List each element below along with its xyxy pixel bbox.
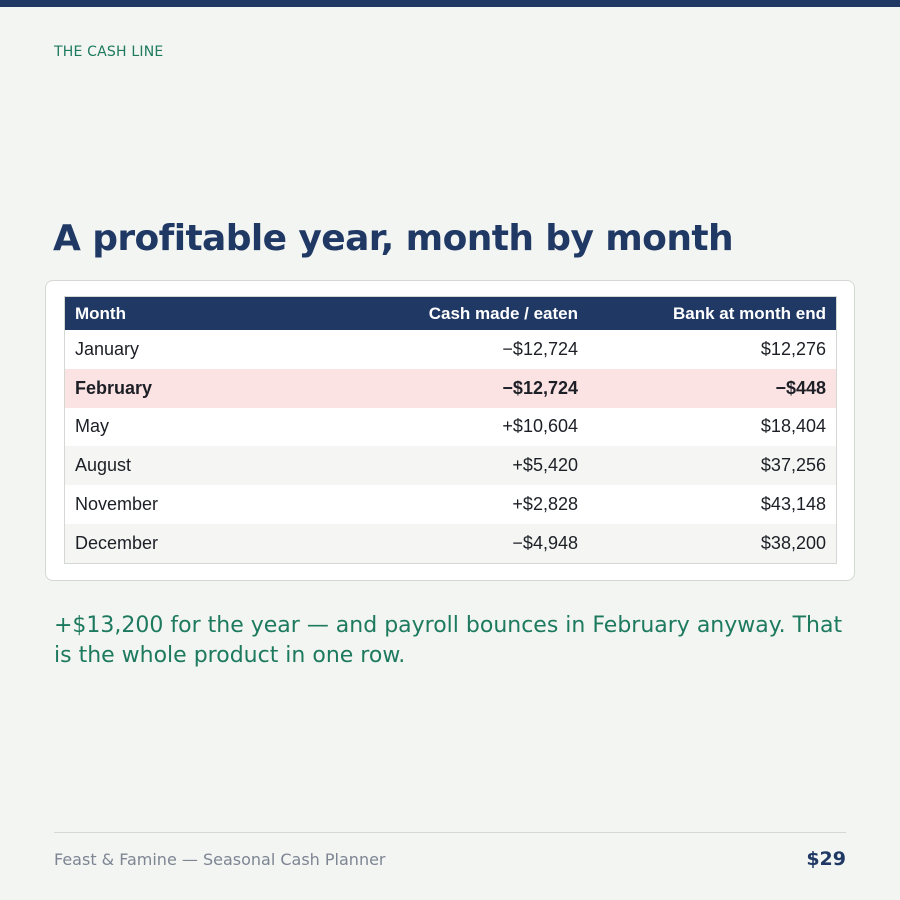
- cell-bank: $12,276: [588, 330, 837, 369]
- cell-cash: +$10,604: [315, 407, 588, 447]
- page-title: A profitable year, month by month: [53, 218, 734, 259]
- cell-cash: +$2,828: [315, 485, 588, 524]
- table-row: December −$4,948 $38,200: [64, 523, 837, 564]
- cell-month: February: [64, 368, 315, 408]
- cell-bank: $43,148: [588, 485, 837, 524]
- section-kicker: THE CASH LINE: [54, 44, 164, 60]
- cash-table: Month Cash made / eaten Bank at month en…: [64, 296, 837, 564]
- cell-month: January: [64, 330, 315, 369]
- footer-price: $29: [806, 848, 846, 870]
- cell-cash: +$5,420: [315, 446, 588, 486]
- cell-month: August: [64, 446, 315, 486]
- cell-bank: −$448: [588, 368, 837, 408]
- cell-month: May: [64, 407, 315, 447]
- cell-bank: $38,200: [588, 523, 837, 564]
- cell-bank: $18,404: [588, 407, 837, 447]
- header-month: Month: [64, 296, 315, 330]
- table-row: August +$5,420 $37,256: [64, 446, 837, 486]
- header-cash: Cash made / eaten: [315, 296, 588, 330]
- table-header-row: Month Cash made / eaten Bank at month en…: [64, 296, 837, 330]
- table-row: May +$10,604 $18,404: [64, 407, 837, 447]
- cell-month: December: [64, 523, 315, 564]
- table-row: January −$12,724 $12,276: [64, 330, 837, 369]
- table-row: November +$2,828 $43,148: [64, 485, 837, 524]
- header-bank: Bank at month end: [588, 296, 837, 330]
- cell-bank: $37,256: [588, 446, 837, 486]
- takeaway-text: +$13,200 for the year — and payroll boun…: [54, 613, 843, 668]
- cell-month: November: [64, 485, 315, 524]
- table-card: Month Cash made / eaten Bank at month en…: [45, 280, 855, 581]
- top-accent-bar: [0, 0, 900, 7]
- cell-cash: −$4,948: [315, 523, 588, 564]
- footer-divider: [54, 832, 846, 833]
- table-row-highlighted: February −$12,724 −$448: [64, 368, 837, 408]
- cell-cash: −$12,724: [315, 368, 588, 408]
- cell-cash: −$12,724: [315, 330, 588, 369]
- footer-product-name: Feast & Famine — Seasonal Cash Planner: [54, 850, 386, 869]
